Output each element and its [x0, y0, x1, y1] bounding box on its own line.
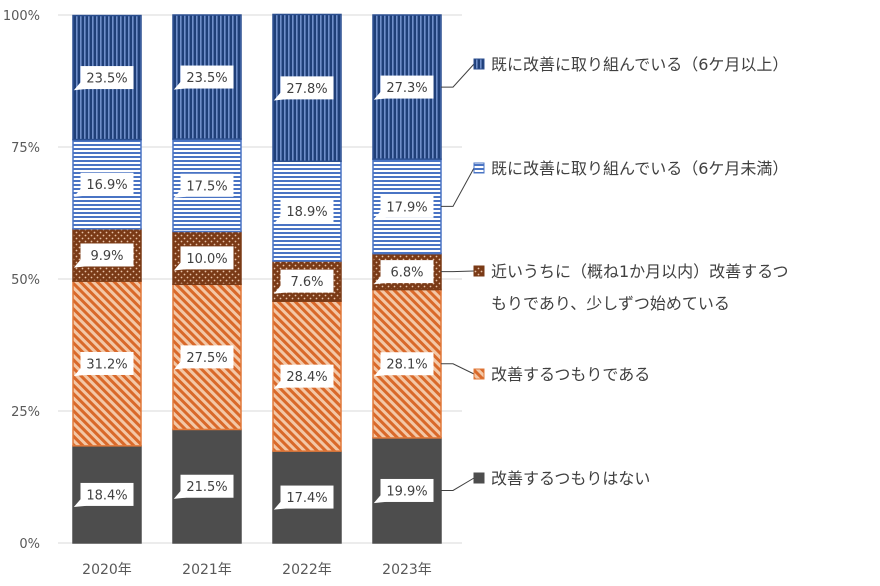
x-tick-label: 2020年	[82, 562, 132, 578]
legend-label: 既に改善に取り組んでいる（6ケ月未満）	[491, 159, 788, 178]
data-label-box	[280, 364, 334, 388]
data-label-box	[380, 260, 434, 284]
data-label-text: 17.9%	[386, 200, 427, 215]
data-label-text: 18.4%	[86, 488, 127, 503]
data-label: 19.9%	[373, 478, 434, 504]
y-tick-label: 100%	[3, 9, 40, 24]
data-label-text: 19.9%	[386, 484, 427, 499]
data-label-text: 21.5%	[186, 480, 227, 495]
data-label: 16.9%	[73, 172, 134, 197]
data-label-box	[380, 194, 434, 218]
data-label: 18.9%	[273, 199, 334, 224]
data-label-text: 23.5%	[186, 71, 227, 86]
data-label-text: 23.5%	[86, 72, 127, 87]
data-labels: 18.4% 31.2% 9.9% 16.9% 23.5% 21.5% 27.5% 10.0% 1…	[73, 65, 434, 510]
data-label-box	[80, 351, 134, 375]
legend-label: 改善するつもりである	[491, 365, 650, 384]
data-label-text: 6.8%	[390, 266, 423, 281]
data-label-box	[180, 173, 234, 197]
data-label-box	[180, 345, 234, 369]
data-label-text: 27.8%	[286, 82, 327, 97]
legend-swatch	[473, 472, 485, 484]
data-label: 17.4%	[273, 485, 334, 510]
data-label-text: 31.2%	[86, 357, 127, 372]
data-label-box	[180, 246, 234, 270]
y-axis: 0% 25% 50% 75% 100%	[3, 9, 40, 552]
data-label-box	[80, 482, 134, 506]
data-label-box	[280, 76, 334, 100]
data-label-box	[280, 199, 334, 223]
data-label-text: 7.6%	[290, 275, 323, 290]
data-label-text: 17.5%	[186, 179, 227, 194]
data-label-box	[80, 66, 134, 90]
y-tick-label: 0%	[19, 537, 40, 552]
data-label-text: 28.4%	[286, 370, 327, 385]
data-label: 17.9%	[373, 194, 434, 220]
data-label-box	[180, 65, 234, 89]
data-label-box	[80, 243, 134, 267]
data-label-box	[180, 474, 234, 498]
x-axis: 2020年 2021年 2022年 2023年	[82, 562, 432, 578]
legend-leader-line	[441, 270, 475, 273]
x-tick-label: 2022年	[282, 562, 332, 578]
data-label-text: 17.4%	[286, 491, 327, 506]
legend-label: 既に改善に取り組んでいる（6ケ月以上）	[491, 55, 788, 74]
data-label: 27.5%	[173, 345, 234, 370]
data-label-box	[280, 485, 334, 509]
data-label: 17.5%	[173, 173, 234, 198]
legend-label: 近いうちに（概ね1か月以内）改善するつ	[491, 262, 789, 281]
data-label: 28.4%	[273, 364, 334, 389]
data-label: 31.2%	[73, 351, 134, 377]
data-label-box	[380, 75, 434, 99]
data-label: 23.5%	[173, 65, 234, 90]
data-label: 10.0%	[173, 246, 234, 271]
data-label-box	[80, 172, 134, 196]
data-label: 7.6%	[273, 269, 334, 294]
data-label: 9.9%	[73, 243, 134, 268]
legend-swatch	[473, 368, 485, 380]
legend-leader-line	[441, 63, 475, 88]
data-label-box	[280, 269, 334, 293]
legend-swatch	[473, 58, 485, 70]
x-tick-label: 2021年	[182, 562, 232, 578]
data-label-text: 10.0%	[186, 252, 227, 267]
x-tick-label: 2023年	[382, 562, 432, 578]
y-tick-label: 75%	[11, 141, 40, 156]
legend-swatch	[473, 265, 485, 277]
y-tick-label: 50%	[11, 273, 40, 288]
data-label-text: 27.5%	[186, 351, 227, 366]
data-label-text: 16.9%	[86, 178, 127, 193]
data-label-text: 9.9%	[90, 249, 123, 264]
data-label-text: 28.1%	[386, 358, 427, 373]
data-label: 6.8%	[373, 260, 434, 285]
data-label: 18.4%	[73, 482, 134, 508]
legend-swatch	[473, 162, 485, 174]
data-label: 23.5%	[73, 66, 134, 91]
data-label: 28.1%	[373, 352, 434, 377]
y-tick-label: 25%	[11, 405, 40, 420]
legend-leader-line	[441, 477, 475, 491]
data-label-box	[380, 352, 434, 376]
legend-label: もりであり、少しずつ始めている	[491, 294, 730, 313]
data-label: 21.5%	[173, 474, 234, 499]
legend-leader-line	[441, 167, 475, 207]
legend-leader-line	[441, 363, 475, 375]
data-label-box	[380, 478, 434, 502]
legend-label: 改善するつもりはない	[491, 469, 650, 488]
data-label: 27.3%	[373, 75, 434, 100]
data-label-text: 27.3%	[386, 81, 427, 96]
data-label: 27.8%	[273, 76, 334, 101]
data-label-text: 18.9%	[286, 205, 327, 220]
